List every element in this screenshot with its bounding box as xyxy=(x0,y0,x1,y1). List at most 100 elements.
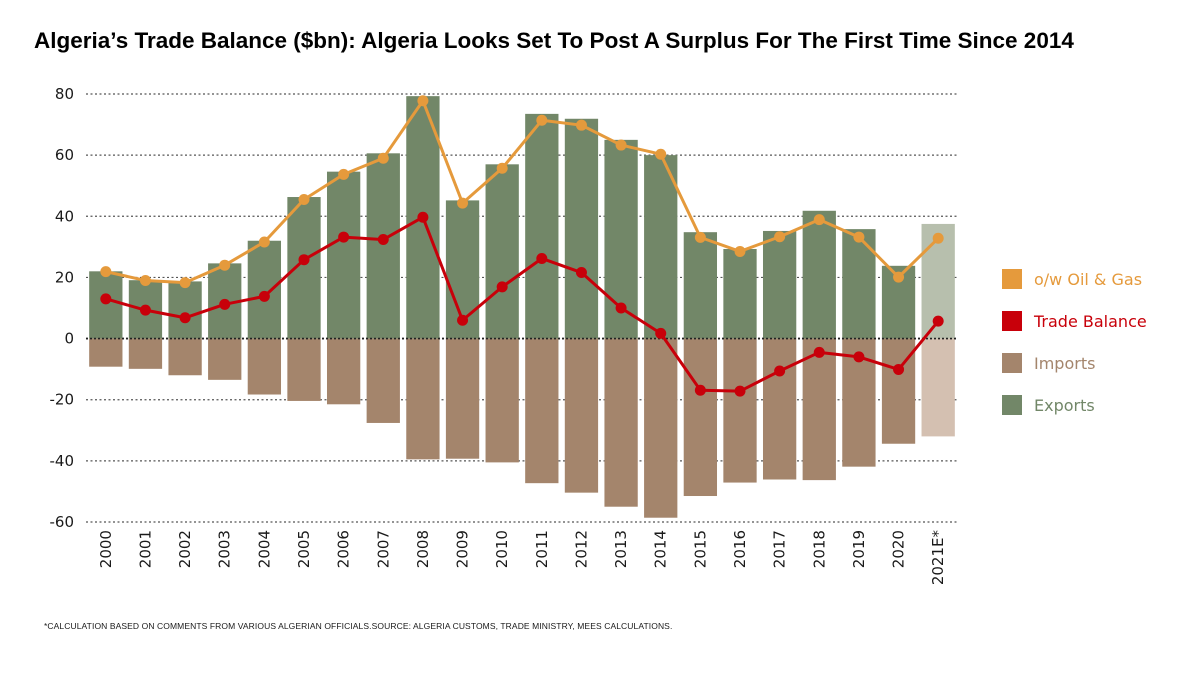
oil-gas-line xyxy=(105,99,940,285)
bars xyxy=(86,96,958,518)
trade-balance-line xyxy=(105,215,940,393)
x-tick-label-2020: 2020 xyxy=(890,530,908,568)
x-tick-label-2001: 2001 xyxy=(136,530,154,568)
exports-bar-2011 xyxy=(525,113,559,339)
x-tick-label-2012: 2012 xyxy=(572,530,590,568)
imports-bar-2010 xyxy=(485,338,519,463)
imports-bar-2000 xyxy=(89,338,123,367)
exports-bar-2019 xyxy=(842,229,876,339)
oil-gas-point-2003 xyxy=(219,259,231,271)
exports-bar-2002 xyxy=(168,281,202,339)
imports-bar-2004 xyxy=(247,338,282,395)
x-tick-label-2015: 2015 xyxy=(691,530,709,568)
y-tick-label--40: -40 xyxy=(50,452,75,470)
axis-labels: 80 60 40 20 0 -20 -40 -60 2000 2001 2002 2003 2004 20… xyxy=(50,85,948,585)
imports-bar-2018 xyxy=(802,338,836,481)
legend-swatch-oil-gas xyxy=(1002,269,1022,289)
exports-bar-2005 xyxy=(287,197,321,339)
legend: o/w Oil & Gas Trade Balance Imports Expo… xyxy=(1002,258,1147,426)
trade-balance-point-2011 xyxy=(536,252,548,264)
oil-gas-point-2013 xyxy=(615,139,627,151)
trade-balance-point-2018 xyxy=(813,346,825,358)
imports-bar-2006 xyxy=(326,338,361,405)
x-tick-label-2010: 2010 xyxy=(493,530,511,568)
oil-gas-point-2015 xyxy=(694,231,706,243)
imports-bar-2003 xyxy=(208,338,242,380)
exports-bar-2015 xyxy=(683,232,718,339)
x-tick-label-2013: 2013 xyxy=(612,530,630,568)
exports-bar-2007 xyxy=(366,153,400,339)
x-tick-label-2003: 2003 xyxy=(216,530,234,568)
x-tick-label-2014: 2014 xyxy=(652,530,670,568)
trade-balance-point-2013 xyxy=(615,302,627,314)
trade-balance-point-2021E* xyxy=(932,315,944,327)
trade-balance-point-2007 xyxy=(377,234,389,246)
trade-balance-point-2017 xyxy=(774,365,786,377)
imports-bar-2002 xyxy=(168,338,202,376)
oil-gas-point-2009 xyxy=(457,197,469,209)
legend-item-oil-gas: o/w Oil & Gas xyxy=(1002,258,1147,300)
trade-balance-point-2001 xyxy=(139,304,151,316)
trade-balance-point-2010 xyxy=(496,281,508,293)
oil-gas-point-2001 xyxy=(139,274,151,286)
legend-label-exports: Exports xyxy=(1034,395,1095,415)
trade-balance-point-2008 xyxy=(417,211,429,223)
y-tick-label-20: 20 xyxy=(55,268,74,286)
imports-bar-2001 xyxy=(128,338,163,369)
oil-gas-point-2008 xyxy=(417,95,429,107)
imports-bar-2008 xyxy=(406,338,440,460)
x-tick-label-2005: 2005 xyxy=(295,530,313,568)
y-tick-label-80: 80 xyxy=(55,85,74,103)
x-tick-label-2009: 2009 xyxy=(454,530,472,568)
exports-bar-2017 xyxy=(762,230,797,339)
oil-gas-point-2006 xyxy=(338,168,350,180)
imports-bar-2011 xyxy=(525,338,559,484)
lines xyxy=(100,95,944,397)
x-tick-label-2006: 2006 xyxy=(335,530,353,568)
x-tick-label-2021E*: 2021E* xyxy=(929,530,947,586)
oil-gas-point-2000 xyxy=(100,266,112,278)
oil-gas-point-2004 xyxy=(258,236,270,248)
legend-label-imports: Imports xyxy=(1034,353,1096,373)
y-tick-label--60: -60 xyxy=(50,513,75,531)
x-tick-label-2017: 2017 xyxy=(771,530,789,568)
imports-bar-2021E* xyxy=(921,338,955,437)
oil-gas-point-2016 xyxy=(734,245,746,257)
trade-balance-point-2012 xyxy=(575,267,587,279)
exports-bar-2010 xyxy=(485,164,519,339)
x-tick-label-2002: 2002 xyxy=(176,530,194,568)
imports-bar-2005 xyxy=(287,338,321,401)
oil-gas-point-2018 xyxy=(813,214,825,226)
trade-balance-point-2004 xyxy=(258,290,270,302)
oil-gas-point-2010 xyxy=(496,162,508,174)
oil-gas-point-2017 xyxy=(774,231,786,243)
imports-bar-2016 xyxy=(723,338,757,483)
oil-gas-point-2014 xyxy=(655,148,667,160)
legend-swatch-exports xyxy=(1002,395,1022,415)
x-tick-label-2016: 2016 xyxy=(731,530,749,568)
trade-balance-point-2003 xyxy=(219,298,231,310)
exports-bar-2012 xyxy=(564,118,599,339)
exports-bar-2004 xyxy=(247,240,282,339)
legend-swatch-trade-balance xyxy=(1002,311,1022,331)
trade-balance-point-2020 xyxy=(893,363,905,375)
legend-item-imports: Imports xyxy=(1002,342,1147,384)
oil-gas-point-2007 xyxy=(377,152,389,164)
trade-balance-point-2014 xyxy=(655,327,667,339)
trade-balance-point-2005 xyxy=(298,254,310,266)
legend-item-exports: Exports xyxy=(1002,384,1147,426)
y-tick-label--20: -20 xyxy=(50,391,75,409)
chart-title: Algeria’s Trade Balance ($bn): Algeria L… xyxy=(34,28,1074,53)
x-tick-label-2011: 2011 xyxy=(533,530,551,568)
x-tick-label-2019: 2019 xyxy=(850,530,868,568)
imports-bar-2015 xyxy=(683,338,718,497)
exports-bar-2018 xyxy=(802,210,836,339)
y-tick-label-40: 40 xyxy=(55,207,74,225)
trade-balance-point-2009 xyxy=(457,314,469,326)
imports-bar-2013 xyxy=(604,338,638,507)
exports-bar-2006 xyxy=(326,171,361,339)
x-tick-label-2007: 2007 xyxy=(374,530,392,568)
x-tick-label-2004: 2004 xyxy=(255,530,273,568)
trade-balance-point-2016 xyxy=(734,385,746,397)
